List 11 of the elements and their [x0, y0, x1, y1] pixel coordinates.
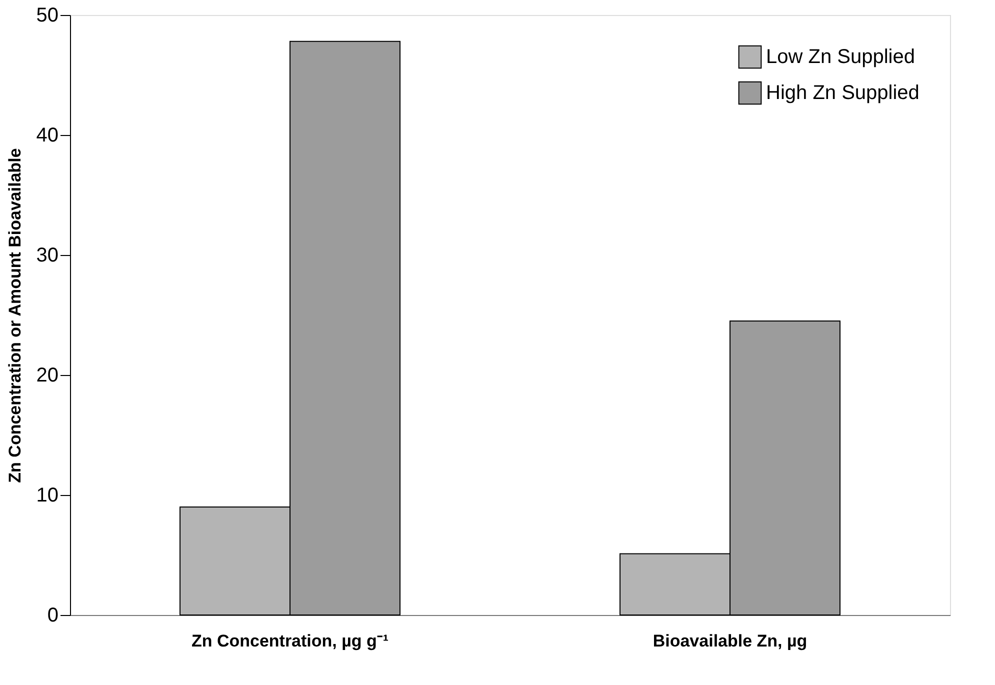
- legend-label: Low Zn Supplied: [766, 46, 915, 68]
- y-tick-label: 20: [36, 364, 58, 386]
- y-tick-label: 40: [36, 124, 58, 146]
- y-tick-label: 30: [36, 244, 58, 266]
- y-tick-label: 0: [47, 604, 58, 626]
- x-tick-label: Bioavailable Zn, µg: [652, 632, 808, 650]
- y-tick-label: 10: [36, 484, 58, 506]
- y-axis-title: Zn Concentration or Amount Bioavailable: [5, 148, 24, 483]
- x-tick-label: Zn Concentration, µg g⁻¹: [191, 632, 389, 650]
- legend-label: High Zn Supplied: [766, 82, 920, 104]
- y-tick-label: 50: [36, 4, 58, 26]
